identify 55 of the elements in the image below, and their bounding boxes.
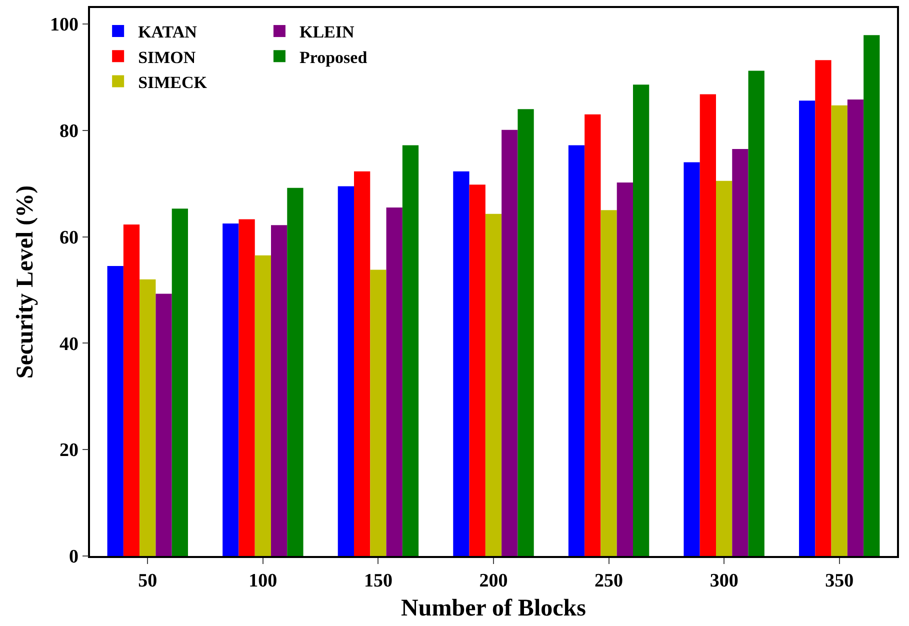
legend-label: SIMECK — [138, 72, 208, 92]
bar — [469, 184, 486, 556]
bar — [748, 70, 764, 556]
bar — [453, 171, 470, 556]
x-tick-label: 200 — [479, 570, 508, 592]
bar — [684, 162, 700, 556]
legend-label: KATAN — [138, 22, 198, 42]
bar — [864, 35, 880, 556]
bar — [502, 130, 518, 556]
y-tick-label: 80 — [59, 121, 78, 142]
bar — [485, 214, 502, 556]
y-tick-label: 60 — [59, 227, 78, 248]
bar — [616, 182, 633, 556]
y-axis-title: Security Level (%) — [12, 185, 39, 379]
bar — [123, 224, 140, 556]
legend-label: SIMON — [138, 48, 196, 67]
y-tick-label: 20 — [59, 440, 78, 462]
x-tick-label: 350 — [825, 570, 854, 592]
bar — [140, 279, 156, 556]
legend-label: Proposed — [299, 48, 368, 67]
y-tick-label: 0 — [68, 546, 78, 568]
bar — [633, 84, 650, 556]
bar — [156, 294, 172, 556]
bar — [732, 148, 748, 556]
bar — [271, 225, 288, 556]
x-tick-label: 300 — [710, 570, 738, 592]
y-tick-label: 100 — [50, 14, 78, 36]
x-tick-label: 150 — [364, 570, 392, 592]
bar — [584, 114, 601, 556]
bar — [107, 266, 124, 556]
bar — [287, 188, 304, 556]
bar — [354, 171, 370, 556]
bar — [254, 255, 271, 556]
x-tick-label: 50 — [138, 570, 158, 592]
y-tick-label: 40 — [59, 334, 78, 355]
bar — [799, 100, 816, 556]
x-tick-label: 250 — [594, 570, 624, 592]
x-tick-label: 100 — [248, 570, 278, 592]
bar — [238, 219, 255, 556]
bar — [815, 60, 832, 556]
bar — [172, 208, 188, 556]
bar — [518, 109, 534, 556]
x-axis-title: Number of Blocks — [401, 595, 586, 622]
bar — [847, 100, 864, 556]
bar — [386, 208, 402, 556]
bar — [222, 223, 239, 556]
bar — [716, 180, 732, 556]
bar — [568, 145, 585, 556]
bar — [831, 105, 848, 556]
bar — [600, 210, 617, 556]
bar — [370, 270, 386, 556]
legend-label: KLEIN — [299, 22, 355, 42]
bar — [338, 186, 354, 556]
bar — [402, 145, 419, 556]
bar — [700, 94, 716, 556]
